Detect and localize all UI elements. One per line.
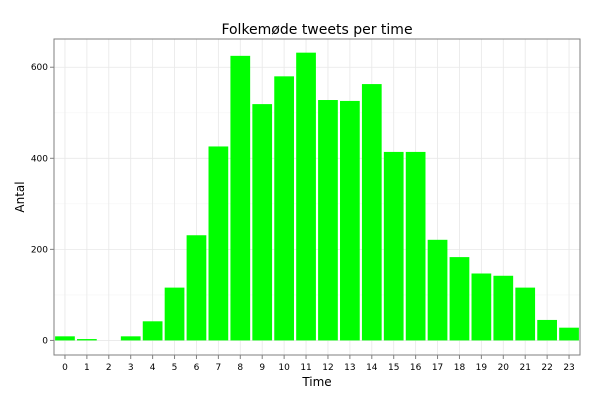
y-tick-label: 200	[31, 245, 48, 255]
y-tick-label: 400	[31, 154, 48, 164]
bar-0	[55, 336, 75, 341]
bars	[55, 52, 579, 341]
chart-title: Folkemøde tweets per time	[221, 22, 412, 38]
bar-15	[383, 151, 404, 341]
bar-23	[559, 327, 579, 341]
bar-12	[318, 100, 338, 341]
x-tick-label: 0	[62, 363, 68, 373]
y-axis-label: Antal	[13, 181, 27, 212]
x-tick-label: 3	[128, 363, 134, 373]
x-tick-label: 22	[541, 363, 552, 373]
bar-6	[186, 235, 207, 341]
x-tick-label: 23	[563, 363, 574, 373]
x-tick-label: 6	[194, 363, 200, 373]
x-tick-label: 17	[432, 363, 443, 373]
bar-20	[493, 275, 514, 341]
x-tick-label: 10	[278, 363, 290, 373]
x-tick-label: 12	[322, 363, 333, 373]
x-tick-label: 19	[476, 363, 488, 373]
x-tick-label: 18	[454, 363, 466, 373]
bar-7	[208, 146, 229, 341]
x-tick-label: 2	[106, 363, 112, 373]
x-tick-label: 11	[300, 363, 311, 373]
bar-21	[515, 287, 536, 341]
y-tick-label: 0	[42, 336, 48, 346]
x-tick-label: 7	[216, 363, 222, 373]
x-tick-label: 15	[388, 363, 399, 373]
y-tick-label: 600	[31, 63, 48, 73]
x-tick-label: 16	[410, 363, 422, 373]
bar-19	[471, 273, 492, 341]
x-tick-label: 9	[259, 363, 265, 373]
x-tick-label: 13	[344, 363, 355, 373]
x-tick-label: 1	[84, 363, 90, 373]
bar-22	[537, 319, 557, 341]
bar-1	[77, 339, 97, 341]
x-tick-label: 20	[498, 363, 510, 373]
bar-18	[449, 257, 470, 341]
bar-16	[405, 151, 426, 341]
bar-11	[296, 52, 316, 341]
bar-14	[361, 84, 382, 341]
bar-13	[340, 100, 360, 341]
bar-3	[120, 336, 141, 341]
y-axis-ticks: 0 200 400 600	[31, 63, 54, 346]
x-axis-label: Time	[301, 375, 331, 389]
bar-9	[252, 104, 273, 341]
bar-10	[274, 76, 294, 341]
x-tick-label: 5	[172, 363, 178, 373]
bar-17	[427, 239, 448, 341]
x-tick-label: 8	[237, 363, 243, 373]
bar-8	[230, 55, 251, 341]
bar-5	[164, 287, 185, 341]
x-tick-label: 4	[150, 363, 156, 373]
bar-4	[142, 321, 163, 341]
x-tick-label: 14	[366, 363, 378, 373]
x-axis-ticks: 0 1 2 3 4 5 6 7 8 9 10 11 12 13 14 15 16 17 18 19 20 21 22 23	[62, 355, 575, 373]
plot-panel-border	[53, 38, 581, 356]
x-tick-label: 21	[519, 363, 530, 373]
